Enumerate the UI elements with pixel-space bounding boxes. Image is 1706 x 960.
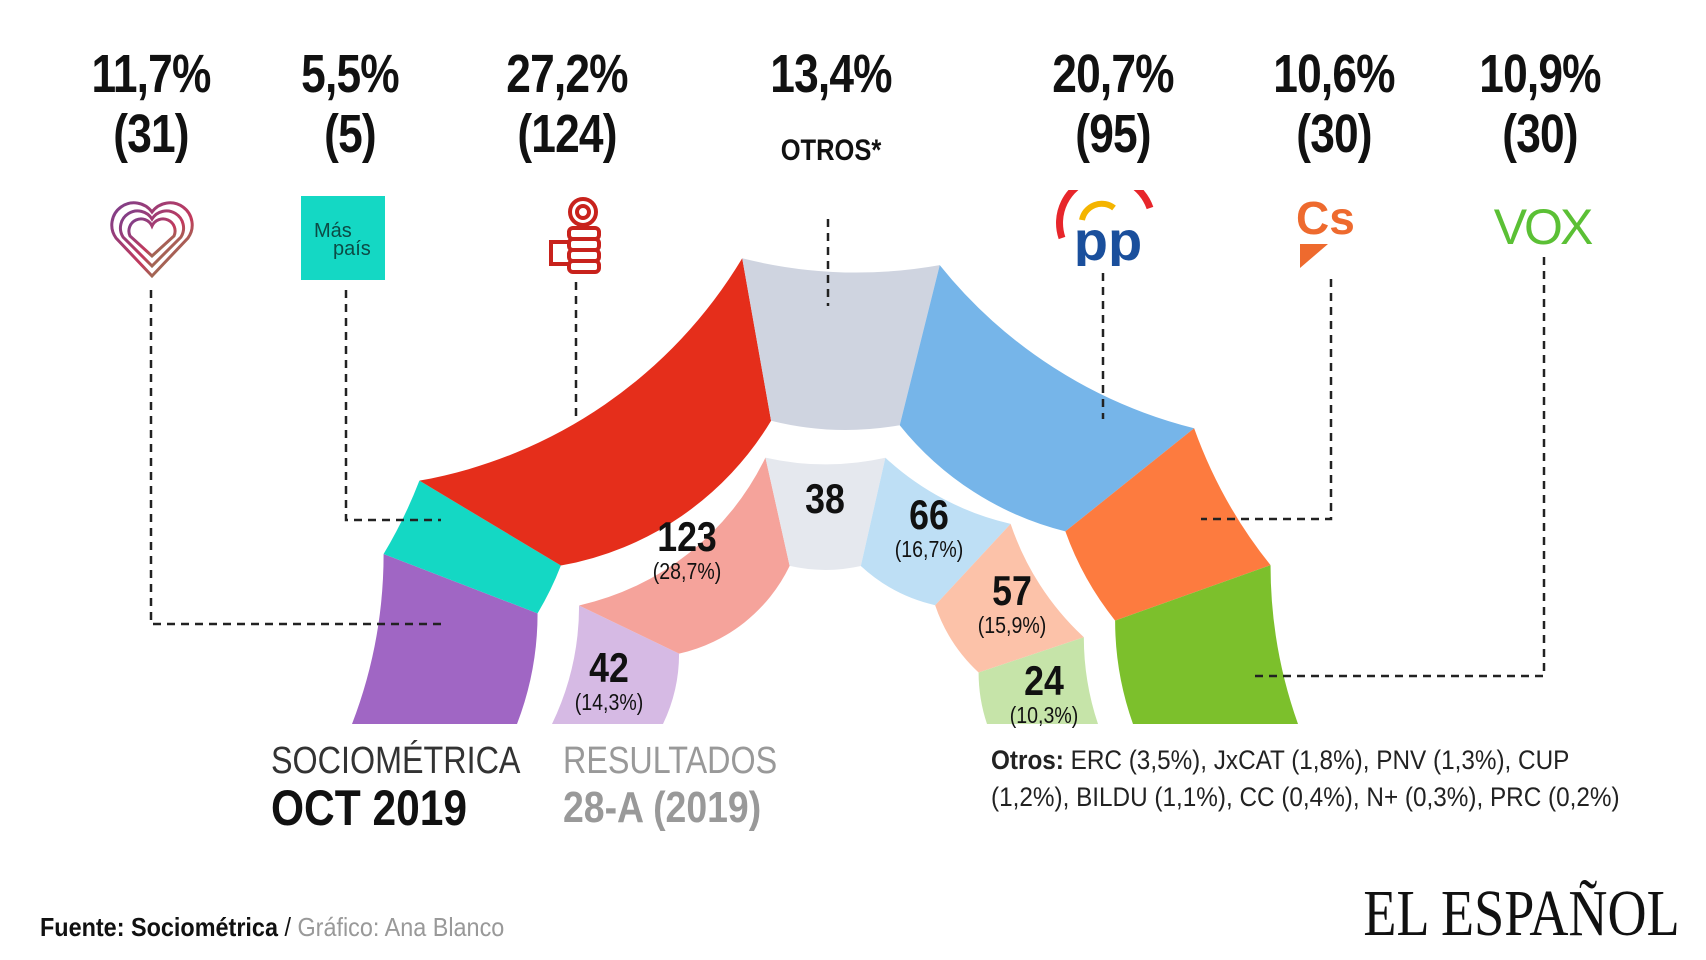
- outer-ring-caption-line1: SOCIOMÉTRICA: [271, 740, 521, 782]
- seats-label: (124): [517, 104, 617, 164]
- vox-logo: VOX: [1494, 200, 1594, 252]
- outer-segment-vox: [1115, 565, 1298, 724]
- header-cs: 10,6% (30): [1234, 44, 1434, 164]
- outer-segment-unidas-podemos: [352, 554, 538, 724]
- inner-ring-caption-line1: RESULTADOS: [563, 740, 778, 782]
- outer-ring-caption-line2: OCT 2019: [271, 780, 468, 836]
- seats-label: (5): [324, 104, 376, 164]
- seats-value: 57: [991, 566, 1032, 614]
- inner-ring-caption: RESULTADOS 28-A (2019): [563, 740, 815, 833]
- seats-label: (95): [1075, 104, 1151, 164]
- pct-value: (15,9%): [977, 611, 1046, 638]
- pct-label: 10,9%: [1479, 44, 1601, 104]
- inner-label-psoe: 123 (28,7%): [647, 513, 728, 585]
- inner-segment-pp: [860, 457, 1011, 606]
- otros-note-label: Otros:: [991, 745, 1064, 775]
- header-podemos: 11,7% (31): [51, 44, 251, 164]
- pp-logo: pp: [1056, 190, 1154, 266]
- pct-value: (16,7%): [894, 535, 963, 562]
- source-label: Fuente: Sociométrica: [40, 912, 278, 942]
- cs-logo: Cs: [1296, 192, 1355, 268]
- header-otros: 13,4% OTROS*: [731, 44, 931, 168]
- inner-segment-cs: [935, 523, 1084, 673]
- inner-segment-unidas-podemos: [552, 605, 680, 724]
- header-mas-pais: 5,5% (5): [250, 44, 450, 164]
- pct-label: 20,7%: [1052, 44, 1174, 104]
- podemos-heart-logo: [110, 201, 194, 279]
- separator: /: [277, 912, 298, 942]
- el-espanol-logo: EL ESPAÑOL: [1363, 877, 1680, 950]
- outer-segment-más-país: [383, 480, 561, 614]
- otros-breakdown-note: Otros: ERC (3,5%), JxCAT (1,8%), PNV (1,…: [991, 742, 1621, 816]
- outer-segment-cs: [1065, 428, 1271, 621]
- inner-label-otros: 38: [802, 478, 849, 520]
- inner-segment-vox: [978, 637, 1098, 724]
- inner-label-pp: 66 (16,7%): [888, 490, 969, 562]
- otros-tag: OTROS*: [780, 134, 882, 167]
- mas-pais-logo-text-1: Más: [314, 220, 352, 242]
- pp-logo-text: pp: [1074, 209, 1142, 266]
- pct-label: 10,6%: [1273, 44, 1395, 104]
- inner-label-vox: 24 (10,3%): [1004, 657, 1085, 729]
- seats-value: 123: [657, 513, 717, 561]
- inner-segment-psoe: [579, 457, 790, 654]
- inner-segment-otros: [765, 457, 886, 570]
- inner-label-unidas-podemos: 42 (14,3%): [568, 643, 649, 715]
- leader-line-mas-pais: [344, 290, 441, 522]
- pct-value: (14,3%): [574, 688, 643, 715]
- seats-value: 66: [908, 490, 949, 538]
- mas-pais-logo: Más país: [301, 196, 385, 280]
- seats-value: 38: [805, 475, 846, 522]
- outer-segment-psoe: [419, 258, 772, 566]
- psoe-rose-fist-logo: [549, 197, 601, 274]
- pct-label: 11,7%: [91, 44, 211, 104]
- seats-value: 24: [1024, 657, 1064, 705]
- otros-note-text: ERC (3,5%), JxCAT (1,8%), PNV (1,3%), CU…: [991, 745, 1620, 812]
- leader-line-cs: [1201, 279, 1333, 521]
- inner-ring-caption-line2: 28-A (2019): [563, 783, 762, 832]
- pct-label: 13,4%: [770, 44, 892, 104]
- cs-logo-text: Cs: [1296, 192, 1355, 244]
- outer-ring-caption: SOCIOMÉTRICA OCT 2019: [271, 740, 564, 837]
- pct-label: 5,5%: [301, 44, 399, 104]
- inner-label-cs: 57 (15,9%): [971, 566, 1052, 638]
- seats-value: 42: [588, 643, 629, 691]
- header-pp: 20,7% (95): [1013, 44, 1213, 164]
- mas-pais-logo-text-2: país: [333, 238, 371, 260]
- source-credit: Fuente: Sociométrica / Gráfico: Ana Blan…: [40, 912, 504, 943]
- seats-label: (30): [1502, 104, 1578, 164]
- leader-line-vox: [1250, 257, 1546, 678]
- outer-segment-otros: [742, 258, 940, 430]
- pct-label: 27,2%: [506, 44, 628, 104]
- credit-label: Gráfico: Ana Blanco: [297, 912, 505, 942]
- header-psoe: 27,2% (124): [467, 44, 667, 164]
- seats-label: (30): [1296, 104, 1372, 164]
- outer-segment-pp: [899, 265, 1195, 532]
- seats-label: (31): [113, 104, 189, 164]
- pct-value: (10,3%): [1009, 702, 1079, 729]
- header-vox: 10,9% (30): [1440, 44, 1640, 164]
- vox-logo-text: VOX: [1494, 200, 1593, 252]
- pct-value: (28,7%): [652, 558, 722, 585]
